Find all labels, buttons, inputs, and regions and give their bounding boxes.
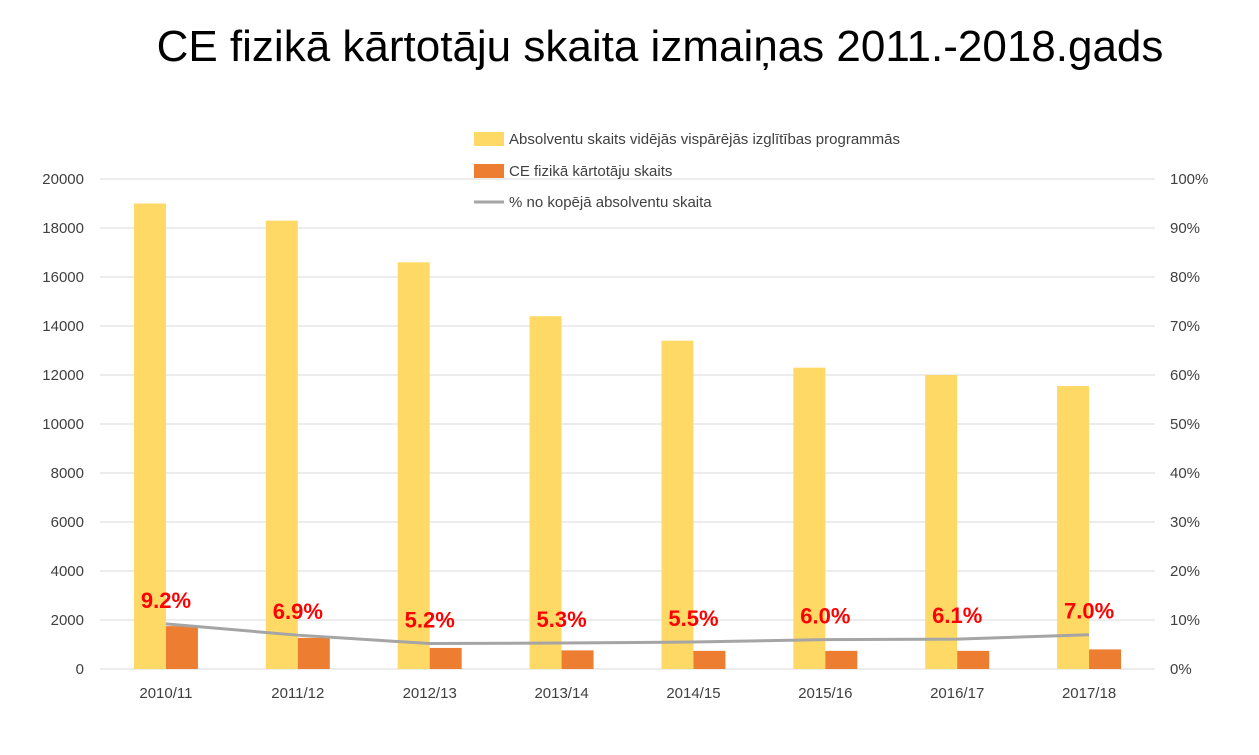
left-tick-label: 0 xyxy=(76,661,84,678)
bar-kartotaji xyxy=(1089,649,1122,669)
left-axis-ticks: 0 2000 4000 6000 8000 10000 12000 14000 16000 180… xyxy=(42,171,84,678)
percent-data-label: 7.0% xyxy=(1064,599,1114,624)
x-tick-label: 2014/15 xyxy=(666,685,720,702)
bar-kartotaji xyxy=(825,650,858,669)
bar-absolventi xyxy=(529,316,562,669)
right-tick-label: 10% xyxy=(1170,612,1200,629)
legend-label: Absolventu skaits vidējās vispārējās izg… xyxy=(509,131,900,148)
left-tick-label: 8000 xyxy=(51,465,84,482)
gridlines xyxy=(100,178,1155,670)
percent-data-label: 6.0% xyxy=(800,604,850,629)
bar-kartotaji xyxy=(165,626,198,669)
percent-data-label: 6.9% xyxy=(273,599,323,624)
right-tick-label: 30% xyxy=(1170,514,1200,531)
bar-absolventi xyxy=(397,262,430,669)
right-tick-label: 0% xyxy=(1170,661,1192,678)
percent-data-label: 9.2% xyxy=(141,588,191,613)
percent-data-label: 5.5% xyxy=(668,606,718,631)
bar-absolventi xyxy=(1057,386,1090,669)
left-tick-label: 14000 xyxy=(42,318,84,335)
percent-line-layer: 9.2% 6.9% 5.2% 5.3% 5.5% 6.0% 6.1% 7.0% xyxy=(141,588,1114,646)
right-tick-label: 90% xyxy=(1170,220,1200,237)
bars xyxy=(133,203,1122,669)
legend-label: CE fizikā kārtotāju skaits xyxy=(509,163,672,180)
percent-data-label: 5.3% xyxy=(536,607,586,632)
x-tick-label: 2016/17 xyxy=(930,685,984,702)
left-tick-label: 16000 xyxy=(42,269,84,286)
right-axis-ticks: 0% 10% 20% 30% 40% 50% 60% 70% 80% 90% 100% xyxy=(1170,171,1208,678)
x-tick-label: 2012/13 xyxy=(403,685,457,702)
bar-absolventi xyxy=(793,367,826,669)
x-tick-label: 2011/12 xyxy=(271,685,324,702)
bar-absolventi xyxy=(925,375,958,669)
right-tick-label: 70% xyxy=(1170,318,1200,335)
legend-swatch-absolventi xyxy=(474,132,504,146)
right-tick-label: 50% xyxy=(1170,416,1200,433)
legend: Absolventu skaits vidējās vispārējās izg… xyxy=(474,131,900,211)
percent-data-label: 5.2% xyxy=(405,608,455,633)
left-tick-label: 4000 xyxy=(51,563,84,580)
left-tick-label: 2000 xyxy=(51,612,84,629)
bar-kartotaji xyxy=(429,647,462,669)
right-tick-label: 40% xyxy=(1170,465,1200,482)
left-tick-label: 6000 xyxy=(51,514,84,531)
bar-absolventi xyxy=(133,203,166,669)
right-tick-label: 20% xyxy=(1170,563,1200,580)
left-tick-label: 10000 xyxy=(42,416,84,433)
right-tick-label: 80% xyxy=(1170,269,1200,286)
right-tick-label: 60% xyxy=(1170,367,1200,384)
right-tick-label: 100% xyxy=(1170,171,1208,188)
bar-kartotaji xyxy=(561,650,594,669)
left-tick-label: 12000 xyxy=(42,367,84,384)
legend-swatch-kartotaji xyxy=(474,164,504,178)
x-tick-label: 2010/11 xyxy=(139,685,192,702)
x-tick-label: 2015/16 xyxy=(798,685,852,702)
percent-data-label: 6.1% xyxy=(932,603,982,628)
left-tick-label: 20000 xyxy=(42,171,84,188)
bar-kartotaji xyxy=(297,637,330,669)
percent-line xyxy=(165,622,1090,646)
chart-title: CE fizikā kārtotāju skaita izmaiņas 2011… xyxy=(156,22,1164,71)
left-tick-label: 18000 xyxy=(42,220,84,237)
bar-kartotaji xyxy=(957,650,990,669)
x-tick-label: 2017/18 xyxy=(1062,685,1116,702)
legend-label: % no kopējā absolventu skaita xyxy=(509,194,712,211)
bar-absolventi xyxy=(661,340,694,669)
bar-kartotaji xyxy=(693,650,726,669)
x-tick-label: 2013/14 xyxy=(534,685,588,702)
x-axis-ticks: 2010/11 2011/12 2012/13 2013/14 2014/15 2015/… xyxy=(139,685,1116,702)
bar-absolventi xyxy=(265,220,298,669)
